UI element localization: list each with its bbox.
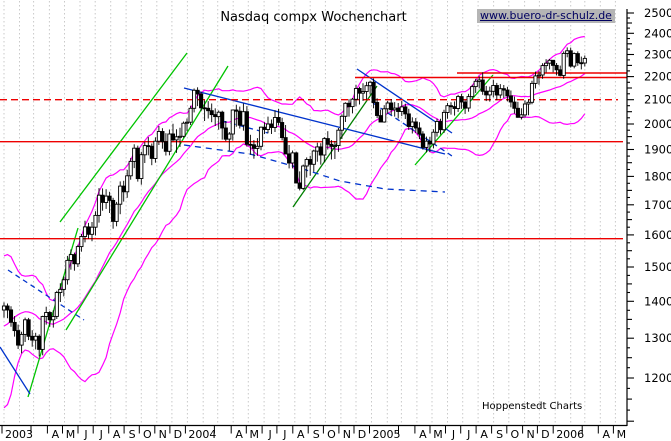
y-axis-label: 1600: [644, 228, 671, 242]
watermark-link[interactable]: www.buero-dr-schulz.de: [477, 9, 615, 23]
x-axis-label: M: [66, 428, 76, 441]
x-axis-label: A: [297, 428, 305, 441]
x-axis-label: A: [480, 428, 488, 441]
x-axis-label: D: [358, 428, 366, 441]
x-axis-label: N: [159, 428, 167, 441]
y-axis-label: 1500: [644, 260, 671, 274]
y-axis-label: 2000: [644, 117, 671, 131]
x-axis-label: J: [99, 428, 103, 441]
x-axis-label: A: [419, 428, 427, 441]
x-axis-label: A: [52, 428, 60, 441]
x-axis-label: 2004: [188, 428, 216, 441]
x-axis-label: J: [282, 428, 286, 441]
y-axis-label: 2200: [644, 70, 671, 84]
x-axis-label: O: [510, 428, 519, 441]
x-axis-label: J: [83, 428, 87, 441]
x-axis-label: M: [433, 428, 443, 441]
y-axis-label: 1800: [644, 169, 671, 183]
x-axis: 2003 A M J J A S O N D 2004 A M J J A S O N D 2005 A M J J A S O N D 2…: [0, 424, 627, 441]
x-axis-label: J: [267, 428, 271, 441]
x-axis-label: O: [143, 428, 152, 441]
y-axis-label: 1300: [644, 331, 671, 345]
y-axis: 2500 2400 2300 2200 2100 2000 1900 1800 1700 1600…: [626, 6, 671, 426]
candlesticks: [1, 47, 587, 357]
y-axis-label: 1900: [644, 143, 671, 157]
y-axis-label: 2100: [644, 93, 671, 107]
y-axis-label: 2400: [644, 26, 671, 40]
y-axis-label: 1700: [644, 198, 671, 212]
x-axis-label: J: [451, 428, 455, 441]
x-axis-label: M: [617, 428, 627, 441]
y-axis-label: 2500: [644, 6, 671, 20]
x-axis-label: A: [235, 428, 243, 441]
x-axis-label: J: [466, 428, 470, 441]
trendlines: [0, 52, 494, 398]
x-axis-label: 2003: [5, 428, 33, 441]
x-axis-label: A: [603, 428, 611, 441]
x-axis-label: M: [250, 428, 260, 441]
x-axis-label: O: [327, 428, 336, 441]
x-axis-label: N: [526, 428, 534, 441]
x-axis-label: 2006: [556, 428, 584, 441]
x-axis-label: S: [129, 428, 136, 441]
chart-credit: Hoppenstedt Charts: [482, 401, 583, 412]
y-axis-label: 1400: [644, 294, 671, 308]
x-axis-label: S: [496, 428, 503, 441]
x-axis-label: N: [343, 428, 351, 441]
x-axis-label: D: [541, 428, 549, 441]
chart-title: Nasdaq compx Wochenchart: [220, 10, 407, 25]
y-axis-label: 2300: [644, 48, 671, 62]
y-axis-label: 1200: [644, 371, 671, 385]
x-axis-label: A: [113, 428, 121, 441]
x-axis-label: D: [174, 428, 182, 441]
x-axis-label: S: [313, 428, 320, 441]
x-axis-label: 2005: [373, 428, 401, 441]
